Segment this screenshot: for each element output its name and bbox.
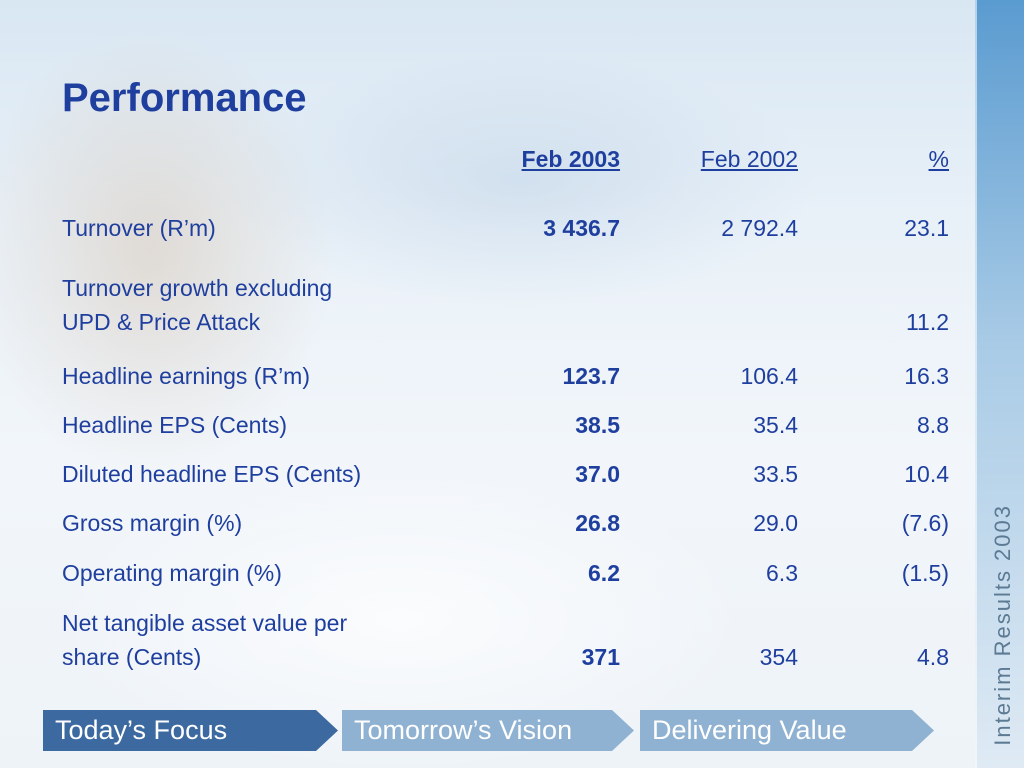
cell-percent: 16.3	[904, 363, 949, 389]
cell-feb-2003: 123.7	[562, 363, 620, 389]
row-label: Headline EPS (Cents)	[62, 412, 287, 438]
row-label: Operating margin (%)	[62, 560, 282, 586]
side-band: Interim Results 2003	[975, 0, 1024, 768]
cell-percent: 4.8	[917, 644, 949, 670]
row-label-line: UPD & Price Attack	[62, 309, 261, 335]
cell-feb-2003: 6.2	[588, 560, 620, 586]
cell-percent: 8.8	[917, 412, 949, 438]
cell-percent: 11.2	[905, 309, 949, 335]
cell-feb-2002: 6.3	[766, 560, 798, 586]
row-label-line: share (Cents)	[62, 644, 202, 670]
nav-todays-focus[interactable]: Today’s Focus	[43, 710, 338, 751]
side-title: Interim Results 2003	[990, 504, 1015, 746]
row-label-line: Turnover growth excluding	[62, 275, 333, 301]
cell-feb-2002: 35.4	[753, 412, 798, 438]
cell-feb-2002: 2 792.4	[721, 215, 798, 241]
cell-feb-2002: 106.4	[740, 363, 798, 389]
cell-feb-2003: 371	[581, 644, 620, 670]
cell-feb-2003: 38.5	[575, 412, 620, 438]
row-label-line: Net tangible asset value per	[62, 610, 348, 636]
nav-delivering-value[interactable]: Delivering Value	[640, 710, 934, 751]
column-header-percent: %	[928, 146, 949, 172]
row-label: Turnover (R’m)	[62, 215, 216, 241]
cell-feb-2003: 26.8	[575, 510, 620, 536]
cell-feb-2002: 29.0	[753, 510, 798, 536]
row-label: Turnover growth excluding UPD & Price At…	[62, 271, 332, 339]
cell-percent: 23.1	[904, 215, 949, 241]
cell-feb-2002: 33.5	[753, 461, 798, 487]
row-label: Headline earnings (R’m)	[62, 363, 310, 389]
cell-percent: (1.5)	[901, 560, 949, 586]
row-label: Diluted headline EPS (Cents)	[62, 461, 362, 487]
background-photo	[0, 0, 975, 768]
row-label: Net tangible asset value per share (Cent…	[62, 606, 347, 674]
column-header-feb-2003: Feb 2003	[521, 146, 620, 172]
row-label: Gross margin (%)	[62, 510, 243, 536]
cell-percent: (7.6)	[901, 510, 949, 536]
column-header-feb-2002: Feb 2002	[700, 146, 798, 172]
cell-feb-2003: 3 436.7	[543, 215, 620, 241]
cell-feb-2002: 354	[759, 644, 798, 670]
page-title: Performance	[62, 76, 307, 120]
nav-tomorrows-vision[interactable]: Tomorrow’s Vision	[342, 710, 634, 751]
cell-percent: 10.4	[904, 461, 949, 487]
cell-feb-2003: 37.0	[575, 461, 620, 487]
